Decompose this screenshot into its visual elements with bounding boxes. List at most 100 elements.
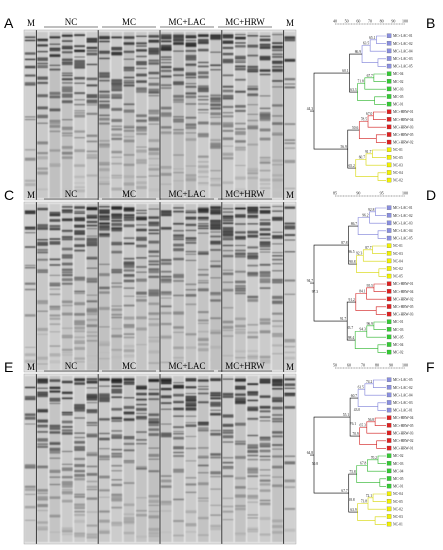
node-value: 73.8: [361, 500, 367, 504]
scale-tick-label: 80: [375, 363, 379, 368]
leaf-label: MC-04: [393, 72, 404, 76]
group-label-nc: NC: [65, 361, 78, 371]
panel-label-gel: A: [4, 15, 14, 31]
node-value: 65.2: [348, 164, 354, 168]
leaf-marker: [386, 415, 392, 420]
leaf-label: NC-02: [393, 267, 403, 271]
leaf-label: NC-02: [393, 507, 403, 511]
node-value: 50.6: [352, 126, 358, 130]
leaf-label: NC-04: [393, 171, 403, 175]
leaf-marker: [386, 445, 392, 451]
scale-tick-label: 60: [356, 19, 360, 24]
node-value: 91.7: [365, 150, 371, 154]
node-value: 92.3: [356, 252, 362, 256]
node-value: 86.9: [355, 50, 361, 54]
leaf-marker: [386, 499, 392, 504]
group-label-mc: MC: [122, 17, 136, 27]
leaf-marker: [386, 514, 392, 519]
node-value: 75.8: [349, 470, 355, 474]
marker-lane-label-left: M: [27, 362, 35, 372]
leaf-marker: [386, 177, 392, 183]
leaf-marker: [386, 468, 392, 474]
leaf-label: MC+HRW-03: [393, 313, 414, 317]
leaf-marker: [386, 289, 392, 294]
panel-label-gel: C: [4, 187, 14, 203]
leaf-marker: [386, 296, 392, 302]
node-value: 64.8: [307, 451, 313, 455]
scale-tick-label: 70: [361, 363, 365, 368]
leaf-label: NC-01: [393, 148, 403, 152]
leaf-marker: [386, 319, 392, 324]
node-value: 61.5: [358, 386, 364, 390]
leaf-label: MC-03: [393, 328, 404, 332]
leaf-marker: [386, 453, 392, 458]
node-value: 55.1: [343, 413, 349, 417]
node-value: 67.7: [367, 74, 373, 78]
node-value: 43.0: [354, 408, 360, 412]
node-value: 63.3: [350, 88, 356, 92]
leaf-label: MC-03: [393, 87, 404, 91]
node-value: 92.8: [368, 208, 374, 212]
leaf-marker: [386, 48, 392, 54]
leaf-label: MC+HRW-02: [393, 141, 414, 145]
leaf-label: MC+HRW-05: [393, 133, 414, 137]
leaf-label: NC-03: [393, 515, 403, 519]
leaf-marker: [386, 483, 392, 489]
group-label-mc: MC: [122, 189, 136, 199]
leaf-label: MC-03: [393, 462, 404, 466]
panel-row-2: C M M NC MC MC+LAC MC+HRW D 85 90 95 100 MC+LAC-01 MC…: [4, 187, 436, 373]
group-label-mc-hrw: MC+HRW: [225, 189, 265, 199]
leaf-label: MC-05: [393, 477, 404, 481]
leaf-marker: [386, 101, 392, 107]
node-value: 63.9: [350, 508, 356, 512]
leaf-label: MC-04: [393, 343, 404, 347]
node-value: 90.8: [349, 260, 355, 264]
leaf-label: MC+LAC-02: [393, 42, 413, 46]
leaf-marker: [386, 71, 392, 76]
leaf-label: MC+LAC-04: [393, 229, 413, 233]
leaf-marker: [386, 311, 392, 317]
node-value: 60.1: [342, 69, 348, 73]
gel-image: [23, 373, 297, 545]
leaf-marker: [386, 228, 392, 233]
node-value: 84.1: [359, 290, 365, 294]
scale-tick-label: 80: [380, 19, 384, 24]
node-value: 94.3: [360, 328, 366, 332]
panel-label-tree: B: [426, 15, 435, 31]
leaf-marker: [386, 327, 392, 332]
node-value: 67.0: [366, 112, 372, 116]
leaf-label: MC+LAC-01: [393, 206, 413, 210]
leaf-marker: [386, 342, 392, 347]
leaf-marker: [386, 79, 392, 84]
leaf-label: NC-03: [393, 163, 403, 167]
group-label-mc: MC: [122, 361, 136, 371]
leaf-label: MC+HRW-02: [393, 297, 414, 301]
leaf-label: MC+LAC-05: [393, 65, 413, 69]
node-value: 96.5: [348, 250, 354, 254]
node-value: 56.9: [340, 145, 346, 149]
leaf-label: MC+HRW-03: [393, 125, 414, 129]
leaf-label: NC-03: [393, 252, 403, 256]
leaf-marker: [386, 304, 392, 309]
node-value: 58.8: [348, 498, 354, 502]
leaf-marker: [386, 392, 392, 398]
leaf-marker: [386, 521, 392, 527]
scale-tick-label: 70: [368, 19, 372, 24]
leaf-label: MC+LAC-03: [393, 401, 413, 405]
leaf-label: MC+LAC-02: [393, 214, 413, 218]
leaf-marker: [386, 476, 392, 481]
node-value: 86.7: [351, 222, 357, 226]
node-value: 97.3: [312, 290, 318, 294]
gel-image: [23, 201, 297, 373]
leaf-marker: [386, 63, 392, 69]
leaf-marker: [386, 407, 392, 413]
group-label-mc-lac: MC+LAC: [168, 361, 205, 371]
leaf-label: MC-01: [393, 320, 404, 324]
node-value: 78.5: [361, 118, 367, 122]
leaf-marker: [386, 109, 392, 114]
leaf-label: MC+HRW-03: [393, 431, 414, 435]
scale-tick-label: 90: [356, 191, 360, 196]
leaf-marker: [386, 377, 392, 382]
leaf-marker: [386, 258, 392, 264]
leaf-marker: [386, 56, 392, 61]
